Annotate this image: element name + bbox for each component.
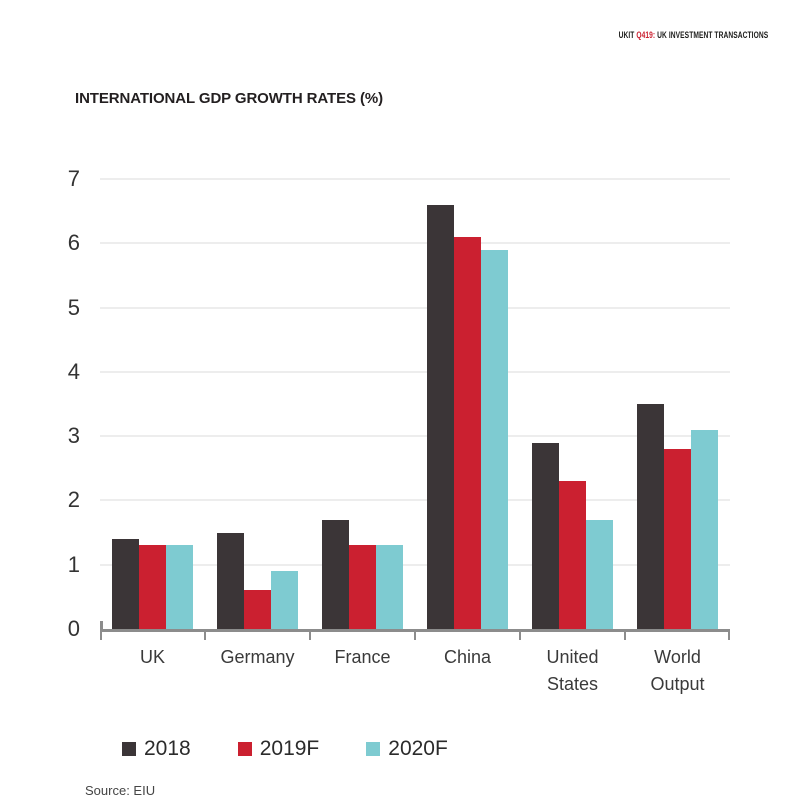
axis-tick-1 — [204, 631, 206, 640]
bar-2018-uk — [112, 539, 139, 629]
y-tick-label-5: 5 — [67, 294, 80, 320]
bar-group-world-output — [625, 179, 730, 629]
axis-tick-4 — [519, 631, 521, 640]
legend-item-2020f: 2020F — [366, 737, 448, 761]
axis-tick-5 — [624, 631, 626, 640]
legend-item-2018: 2018 — [122, 737, 191, 761]
bar-2018-china — [427, 204, 454, 629]
bar-2019f-france — [349, 545, 376, 629]
bar-2020f-uk — [166, 545, 193, 629]
bar-2020f-germany — [271, 571, 298, 629]
bar-2018-france — [322, 519, 349, 629]
bar-2018-united-states — [532, 442, 559, 629]
bar-group-france — [310, 179, 415, 629]
y-tick-label-6: 6 — [67, 230, 80, 256]
y-tick-label-1: 1 — [67, 551, 80, 577]
bar-2019f-china — [454, 236, 481, 629]
bar-2019f-world-output — [664, 449, 691, 629]
report-title: UK INVESTMENT TRANSACTIONS — [654, 30, 768, 40]
axis-tick-3 — [414, 631, 416, 640]
bar-group-uk — [100, 179, 205, 629]
gridline-7 — [100, 178, 730, 180]
plot-area: UK Germany France China United States World Out… — [100, 178, 730, 694]
chart-title: INTERNATIONAL GDP GROWTH RATES (%) — [75, 90, 383, 107]
y-axis: 0 1 2 3 4 5 6 7 — [0, 168, 85, 640]
bar-2020f-france — [376, 545, 403, 629]
x-label-uk: UK — [139, 647, 165, 667]
gridline-5 — [100, 306, 730, 309]
y-tick-label-7: 7 — [67, 166, 80, 191]
gridline-2 — [100, 499, 730, 502]
bar-groups — [100, 179, 730, 629]
gridline-4 — [100, 370, 730, 373]
x-label-china: China — [443, 647, 492, 667]
legend-swatch-2020f — [366, 742, 381, 756]
legend-item-2019f: 2019F — [237, 737, 320, 761]
bar-group-united-states — [520, 179, 625, 629]
gridline-3 — [100, 435, 730, 438]
bar-2020f-united-states — [586, 519, 613, 629]
y-tick-label-2: 2 — [67, 487, 80, 513]
axis-tick-0 — [100, 631, 102, 640]
axis-tick-6 — [728, 631, 730, 640]
y-tick-label-4: 4 — [67, 358, 80, 384]
legend-label-2018: 2018 — [144, 737, 191, 760]
x-axis-labels: UK Germany France China United States World Out… — [100, 644, 730, 698]
bar-group-germany — [205, 179, 310, 629]
chart-legend: 2018 2019F 2020F — [122, 737, 448, 761]
bar-2018-germany — [217, 532, 244, 629]
legend-swatch-2018 — [122, 742, 136, 756]
bar-2020f-world-output — [691, 429, 718, 629]
x-label-world-output: World Output — [650, 647, 705, 694]
bar-2020f-china — [481, 249, 508, 629]
x-label-germany: Germany — [220, 647, 295, 667]
bar-2019f-united-states — [559, 481, 586, 629]
bar-2019f-germany — [244, 590, 271, 629]
report-issue: Q419: — [636, 30, 655, 40]
bar-2018-world-output — [637, 404, 664, 629]
axis-corner-stub — [100, 621, 103, 632]
axis-tick-2 — [309, 631, 311, 640]
legend-swatch-2019f — [237, 742, 252, 756]
x-label-france: France — [334, 647, 391, 667]
y-tick-label-0: 0 — [67, 616, 80, 641]
gridline-1 — [100, 563, 730, 566]
legend-label-2019f: 2019F — [259, 737, 320, 760]
x-axis-line — [100, 629, 730, 632]
legend-label-2020f: 2020F — [388, 737, 448, 760]
source-note: Source: EIU — [85, 783, 156, 798]
bar-2019f-uk — [139, 545, 166, 629]
report-header: UKIT Q419: UK INVESTMENT TRANSACTIONS — [618, 30, 768, 40]
bar-group-china — [415, 179, 520, 629]
y-tick-label-3: 3 — [67, 423, 80, 449]
gridline-6 — [100, 242, 730, 245]
report-code: UKIT — [618, 30, 637, 40]
x-label-united-states: United States — [546, 647, 599, 694]
